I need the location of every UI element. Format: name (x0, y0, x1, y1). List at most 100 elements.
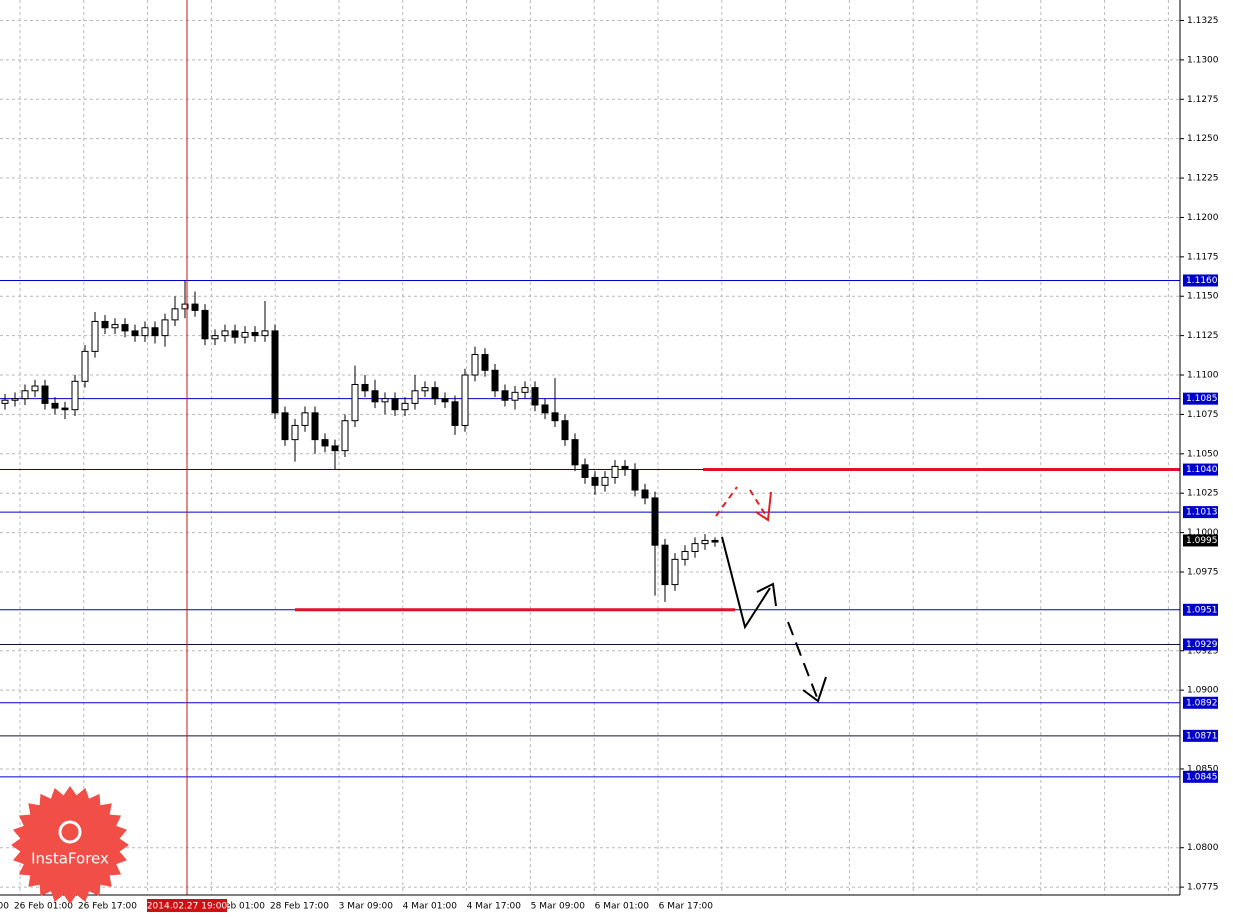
crosshair-label: 2014.02.27 19:00 (147, 902, 228, 912)
grid (0, 0, 1180, 895)
level-label-box (1183, 729, 1218, 742)
candle-body (711, 539, 719, 543)
level-label: 1.0929 (1186, 640, 1218, 650)
candle-body (621, 465, 629, 471)
black-arrowhead (756, 582, 777, 607)
candle-body (551, 412, 559, 422)
y-tick-label: 1.1300 (1187, 55, 1219, 65)
candle-body (391, 398, 399, 411)
x-tick-label: 26 Feb 17:00 (78, 902, 137, 912)
level-label-box (1183, 696, 1218, 709)
level-label: 1.1013 (1186, 508, 1218, 518)
candle-body (51, 402, 59, 409)
y-tick-label: 1.1000 (1187, 528, 1219, 538)
candle-body (251, 331, 259, 337)
candle-body (481, 354, 489, 371)
candle-body (191, 303, 199, 311)
level-label: 1.0871 (1186, 731, 1218, 741)
level-label-box (1183, 506, 1218, 519)
y-tick-label: 1.0775 (1187, 883, 1219, 893)
candle-body (601, 476, 609, 486)
level-label: 1.0892 (1186, 698, 1218, 708)
black-arrow (721, 536, 771, 630)
candle-body (271, 330, 279, 414)
candle-body (111, 324, 119, 329)
candle-body (641, 489, 649, 499)
x-tick-label: 00 (0, 902, 9, 912)
candle-body (331, 445, 339, 452)
candle-body (171, 308, 179, 321)
current-price-label: 1.0995 (1186, 536, 1218, 546)
candles (1, 280, 719, 602)
candle-body (1, 399, 9, 404)
candle-body (451, 401, 459, 426)
candle-body (211, 335, 219, 340)
x-tick-label: 5 Mar 09:00 (531, 902, 586, 912)
x-tick-label: Feb 01:00 (220, 902, 265, 912)
level-label-box (1183, 392, 1218, 405)
candle-body (411, 390, 419, 404)
candle-body (401, 402, 409, 411)
crosshair-label-box (147, 899, 227, 912)
level-label-box (1183, 638, 1218, 651)
candle-body (371, 390, 379, 403)
y-tick-label: 1.0800 (1187, 843, 1219, 853)
y-tick-label: 1.0975 (1187, 567, 1219, 577)
y-tick-label: 1.1225 (1187, 174, 1219, 184)
candle-body (181, 303, 189, 310)
x-tick-label: 3 Mar 09:00 (339, 902, 394, 912)
x-tick-label: 4 Mar 01:00 (403, 902, 458, 912)
x-tick-label: 28 Feb 17:00 (270, 902, 329, 912)
y-tick-label: 1.1100 (1187, 371, 1219, 381)
candle-body (121, 324, 129, 332)
candle-body (131, 330, 139, 337)
candle-body (421, 387, 429, 392)
candle-body (221, 330, 229, 337)
candle-body (31, 385, 39, 392)
candle-body (531, 387, 539, 406)
level-label: 1.0951 (1186, 605, 1218, 615)
level-label: 1.1040 (1186, 465, 1218, 475)
candle-body (311, 412, 319, 441)
candle-body (671, 558, 679, 586)
logo: InstaForex (11, 786, 129, 904)
x-tick-label: 6 Mar 01:00 (595, 902, 650, 912)
candle-body (261, 330, 269, 337)
candle-body (441, 398, 449, 403)
candle-body (341, 420, 349, 452)
level-label-box (1183, 274, 1218, 287)
forecast-arrows (715, 486, 827, 703)
y-tick-label: 1.1050 (1187, 449, 1219, 459)
candle-body (81, 350, 89, 382)
candle-body (571, 439, 579, 466)
candle-body (41, 385, 49, 404)
x-tick-label: 4 Mar 17:00 (467, 902, 522, 912)
black-arrowhead (802, 676, 827, 703)
black-arrow (787, 621, 819, 701)
candle-body (631, 469, 639, 491)
candle-body (321, 439, 329, 447)
candle-body (581, 464, 589, 478)
level-label-box (1183, 463, 1218, 476)
y-tick-label: 1.1175 (1187, 252, 1219, 262)
candle-body (471, 354, 479, 376)
candle-body (201, 309, 209, 340)
candle-body (291, 424, 299, 441)
candle-body (381, 398, 389, 403)
candle-body (101, 320, 109, 329)
candle-body (71, 380, 79, 411)
candle-body (591, 476, 599, 486)
y-tick-label: 1.1325 (1187, 16, 1219, 26)
levels (0, 279, 1180, 778)
candle-body (431, 387, 439, 400)
red-arrowhead (755, 491, 772, 522)
axis-labels: 1.1325 1.1300 1.1275 1.1250 1.1225 1.1200 1.11… (0, 16, 1219, 912)
candle-body (501, 390, 509, 401)
candle-body (11, 398, 19, 401)
candle-body (151, 327, 159, 337)
y-tick-label: 1.1075 (1187, 410, 1219, 420)
candle-body (491, 369, 499, 392)
y-tick-label: 1.1275 (1187, 95, 1219, 105)
